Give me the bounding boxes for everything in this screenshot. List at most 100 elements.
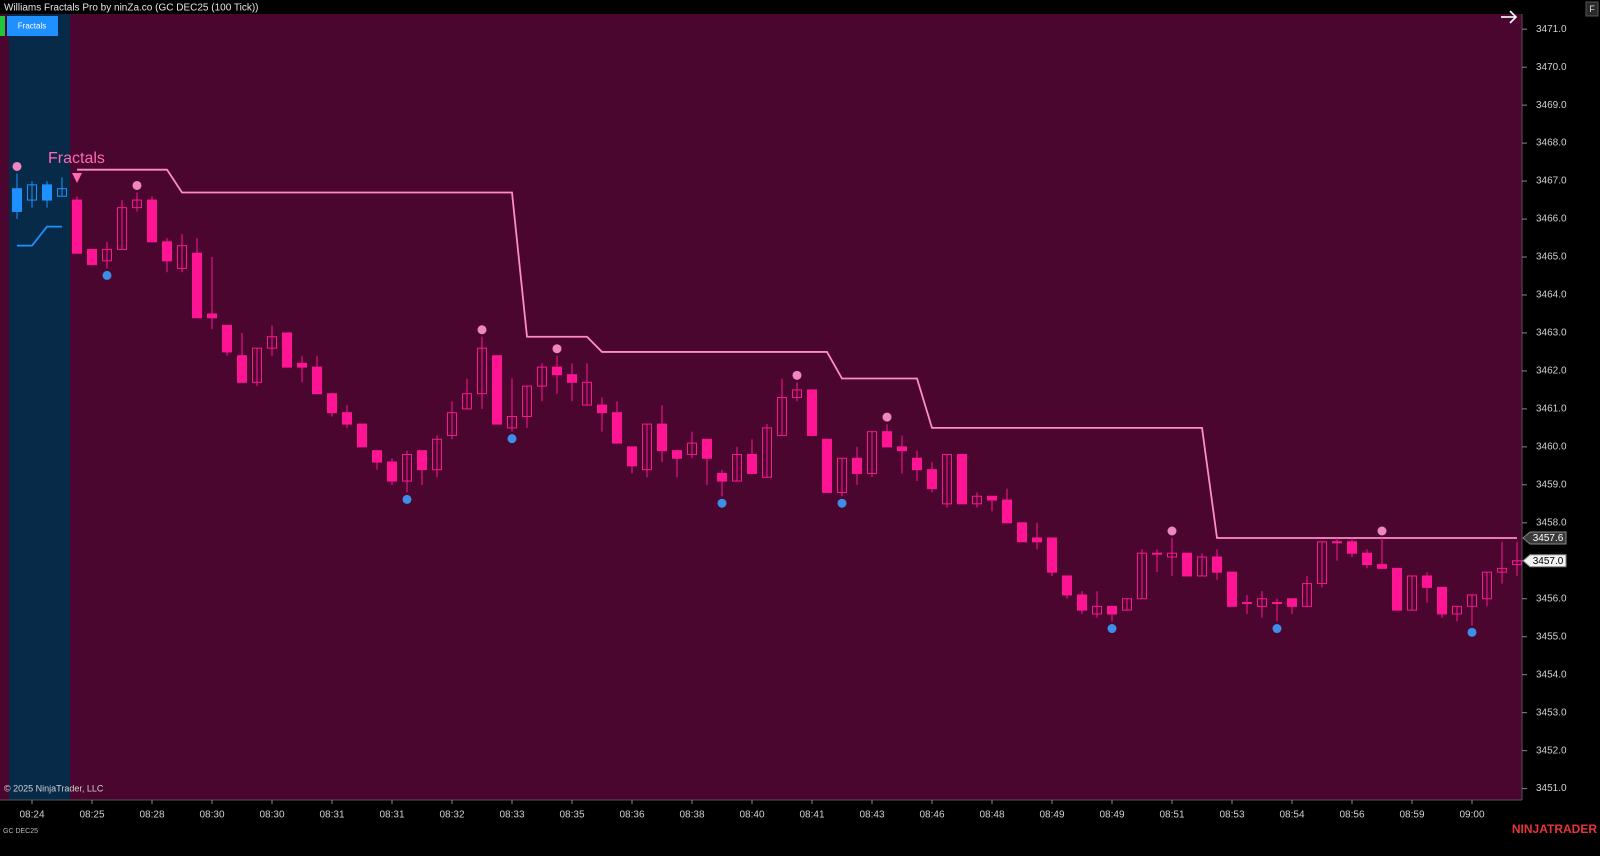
- candle-body: [942, 453, 952, 505]
- x-tick-label: 08:31: [379, 810, 404, 821]
- y-tick-label: 3468.0: [1536, 138, 1567, 149]
- y-tick-label: 3467.0: [1536, 176, 1567, 187]
- candle-body: [1002, 499, 1012, 524]
- x-tick-label: 08:32: [439, 810, 464, 821]
- candle-body: [912, 457, 922, 471]
- x-tick-label: 08:54: [1279, 810, 1304, 821]
- candle-body: [1062, 575, 1072, 596]
- status-strip: [0, 16, 5, 36]
- candle-body: [537, 366, 547, 387]
- candle-body: [1092, 605, 1102, 615]
- candle-body: [822, 438, 832, 493]
- x-tick-label: 08:49: [1039, 810, 1064, 821]
- candle-body: [462, 393, 472, 410]
- candle-body: [882, 431, 892, 448]
- candle-body: [1167, 552, 1177, 558]
- x-tick-label: 08:40: [739, 810, 764, 821]
- candle-body: [657, 423, 667, 452]
- x-tick-label: 08:59: [1399, 810, 1424, 821]
- candle-body: [372, 450, 382, 463]
- candle-body: [132, 199, 142, 209]
- candle-body: [777, 397, 787, 436]
- candle-body: [1362, 552, 1372, 566]
- candle-body: [72, 199, 82, 254]
- candle-body: [147, 199, 157, 243]
- x-tick-label: 08:49: [1099, 810, 1124, 821]
- indicator-button-label[interactable]: Fractals: [18, 22, 46, 31]
- y-tick-label: 3471.0: [1536, 24, 1567, 35]
- x-tick-label: 08:43: [859, 810, 884, 821]
- candle-body: [432, 438, 442, 471]
- candle-body: [1017, 522, 1027, 543]
- candle-body: [642, 423, 652, 471]
- price-marker: [1522, 531, 1567, 545]
- fractal-high: [882, 412, 892, 422]
- candle-body: [717, 472, 727, 482]
- y-tick-label: 3459.0: [1536, 479, 1567, 490]
- candle-body: [1302, 583, 1312, 607]
- fractal-low: [1107, 624, 1117, 634]
- candle-body: [207, 313, 217, 319]
- candle-body: [117, 207, 127, 250]
- y-tick-label: 3462.0: [1536, 366, 1567, 377]
- y-tick-label: 3461.0: [1536, 404, 1567, 415]
- panel-button[interactable]: [1585, 1, 1599, 17]
- candle-body: [267, 336, 277, 349]
- candle-body: [87, 248, 97, 266]
- candle-body: [1122, 598, 1132, 611]
- candle-body: [252, 347, 262, 383]
- y-tick-label: 3456.0: [1536, 593, 1567, 604]
- preview-region: [9, 14, 70, 800]
- level-line: [17, 225, 62, 247]
- price-marker-label: 3457.0: [1533, 556, 1564, 567]
- fractal-low: [402, 494, 412, 504]
- candle-body: [477, 347, 487, 395]
- annotation: Fractals: [48, 150, 105, 167]
- candle-body: [417, 450, 427, 471]
- y-tick-label: 3470.0: [1536, 62, 1567, 73]
- candle-body: [687, 442, 697, 455]
- candle-body: [237, 355, 247, 383]
- x-tick-label: 08:28: [139, 810, 164, 821]
- y-tick-label: 3451.0: [1536, 783, 1567, 794]
- x-tick-label: 08:56: [1339, 810, 1364, 821]
- y-tick-label: 3458.0: [1536, 517, 1567, 528]
- y-tick-label: 3465.0: [1536, 252, 1567, 263]
- candle-body: [327, 393, 337, 414]
- candle-body: [42, 184, 52, 201]
- candle-body: [672, 450, 682, 459]
- candle-body: [897, 446, 907, 452]
- candle-body: [807, 389, 817, 436]
- fractal-low: [507, 434, 517, 444]
- candle-body: [612, 412, 622, 444]
- candle-body: [1497, 567, 1507, 573]
- x-tick-label: 08:33: [499, 810, 524, 821]
- x-tick-label: 08:36: [619, 810, 644, 821]
- candle-body: [222, 324, 232, 353]
- candle-body: [762, 427, 772, 478]
- x-tick-label: 08:24: [19, 810, 44, 821]
- candle-body: [732, 453, 742, 482]
- y-tick-label: 3460.0: [1536, 442, 1567, 453]
- candle-body: [12, 188, 22, 212]
- candle-body: [1197, 556, 1207, 577]
- level-line: [77, 168, 1517, 539]
- indicator-button[interactable]: [7, 16, 58, 36]
- arrow-icon[interactable]: [1501, 10, 1518, 24]
- candle-body: [282, 332, 292, 368]
- x-tick-label: 08:46: [919, 810, 944, 821]
- y-tick-label: 3455.0: [1536, 631, 1567, 642]
- candle-body: [972, 495, 982, 505]
- candle-body: [627, 446, 637, 467]
- y-tick-label: 3469.0: [1536, 100, 1567, 111]
- candle-body: [567, 374, 577, 383]
- candle-body: [1437, 586, 1447, 615]
- candle-body: [792, 389, 802, 399]
- candle-body: [1182, 552, 1192, 577]
- x-tick-label: 08:25: [79, 810, 104, 821]
- x-tick-label: 08:30: [199, 810, 224, 821]
- candle-body: [177, 245, 187, 269]
- candle-body: [492, 355, 502, 425]
- panel-button-label[interactable]: F: [1589, 4, 1595, 14]
